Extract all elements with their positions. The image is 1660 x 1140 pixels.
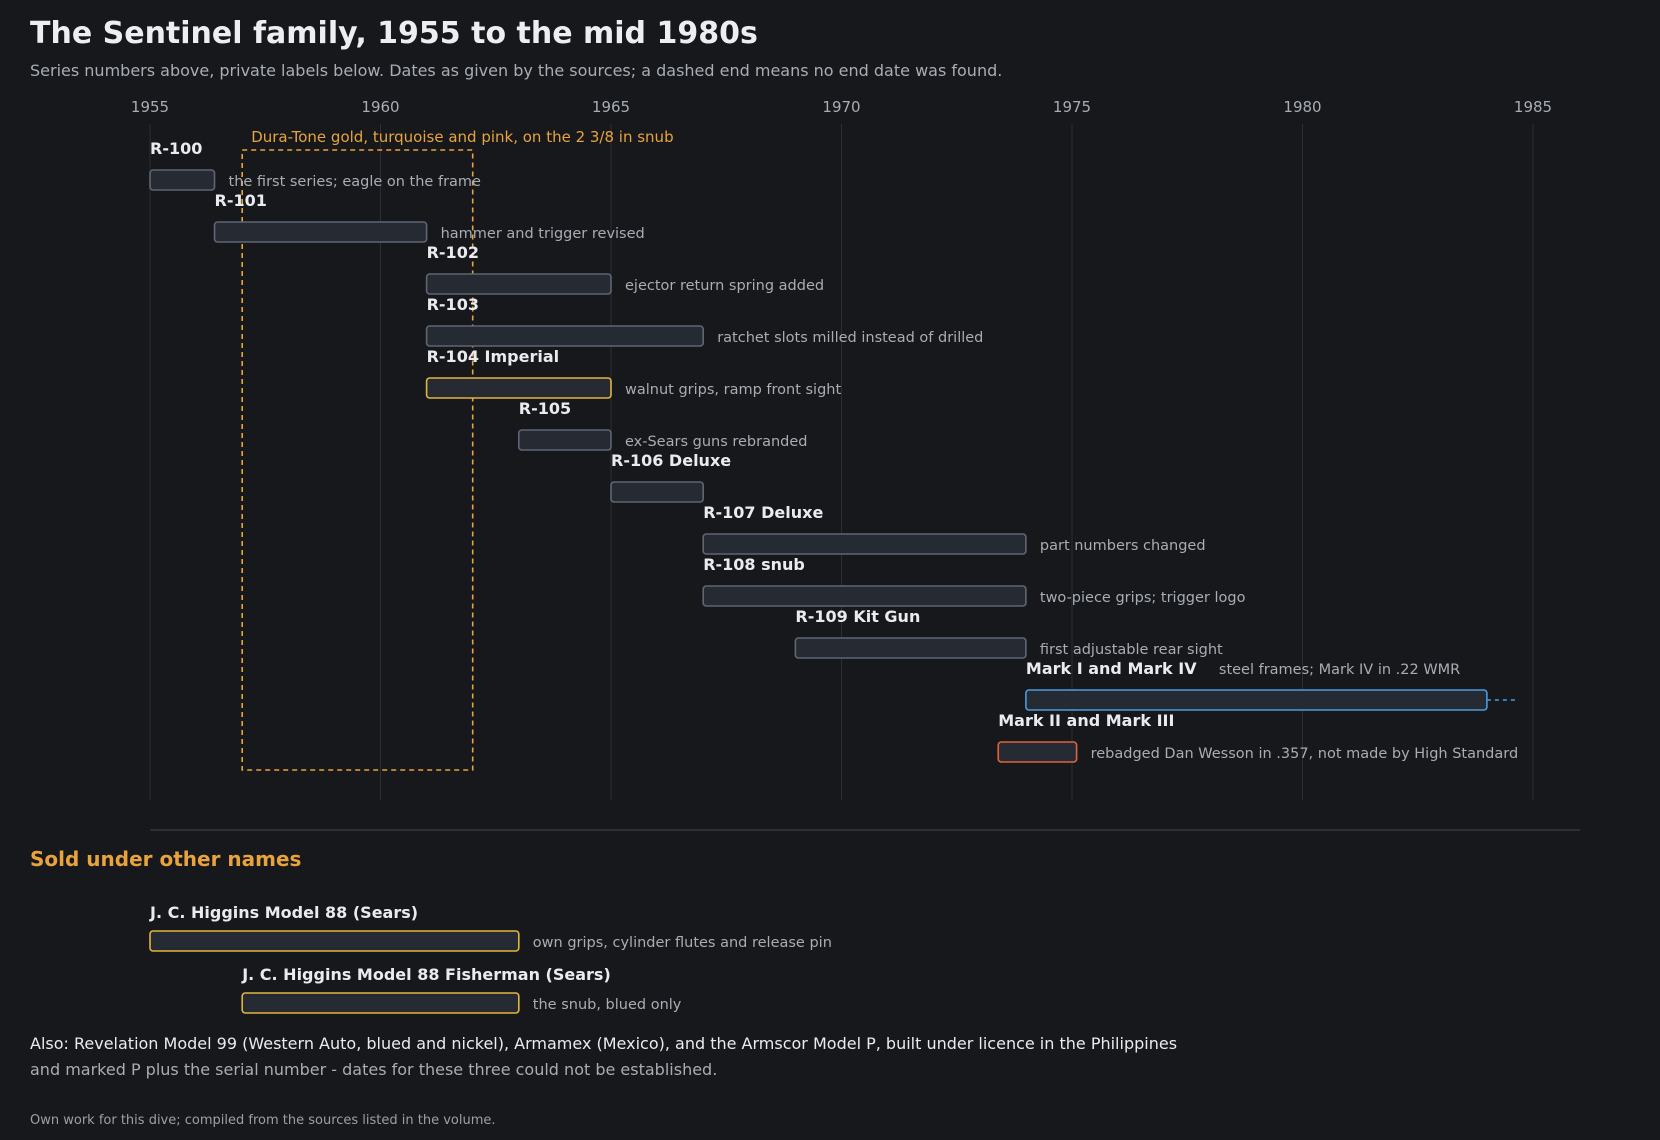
also-note-line-1: Also: Revelation Model 99 (Western Auto,… bbox=[30, 1034, 1178, 1053]
series-bar-mark-ii-and-mark-iii bbox=[997, 741, 1078, 763]
series-label-r-106-deluxe: R-106 Deluxe bbox=[611, 451, 731, 470]
series-note-r-107-deluxe: part numbers changed bbox=[1040, 538, 1206, 554]
series-note-r-102: ejector return spring added bbox=[625, 278, 824, 294]
also-note-line-2: and marked P plus the serial number - da… bbox=[30, 1060, 718, 1079]
series-bar-r-103 bbox=[425, 325, 705, 347]
other-bar-other-0 bbox=[149, 930, 520, 952]
series-label-mark-i-and-mark-iv: Mark I and Mark IV bbox=[1026, 659, 1197, 678]
series-label-r-104-imperial: R-104 Imperial bbox=[427, 347, 560, 366]
series-note-r-104-imperial: walnut grips, ramp front sight bbox=[625, 382, 841, 398]
series-bar-r-100 bbox=[149, 169, 216, 191]
highlight-span-box bbox=[241, 149, 474, 771]
series-label-r-107-deluxe: R-107 Deluxe bbox=[703, 503, 823, 522]
x-tick-label-1965: 1965 bbox=[592, 98, 630, 116]
series-bar-r-108-snub bbox=[702, 585, 1027, 607]
x-tick-label-1985: 1985 bbox=[1514, 98, 1552, 116]
x-tick-label-1960: 1960 bbox=[361, 98, 399, 116]
series-note-r-100: the first series; eagle on the frame bbox=[229, 174, 482, 190]
other-bar-other-1 bbox=[241, 992, 520, 1014]
footer-credit: Own work for this dive; compiled from th… bbox=[30, 1113, 496, 1128]
series-label-r-109-kit-gun: R-109 Kit Gun bbox=[795, 607, 920, 626]
highlight-span-label: Dura-Tone gold, turquoise and pink, on t… bbox=[251, 128, 673, 146]
series-bar-r-104-imperial bbox=[425, 377, 612, 399]
series-label-r-102: R-102 bbox=[427, 243, 479, 262]
series-label-r-103: R-103 bbox=[427, 295, 479, 314]
series-note-mark-ii-and-mark-iii: rebadged Dan Wesson in .357, not made by… bbox=[1091, 746, 1519, 762]
page-subtitle: Series numbers above, private labels bel… bbox=[30, 61, 1003, 80]
series-note-mark-i-and-mark-iv: steel frames; Mark IV in .22 WMR bbox=[1219, 662, 1460, 678]
also-note: Also: Revelation Model 99 (Western Auto,… bbox=[30, 1031, 1177, 1083]
series-bar-r-109-kit-gun bbox=[794, 637, 1027, 659]
other-label-other-1: J. C. Higgins Model 88 Fisherman (Sears) bbox=[241, 965, 611, 984]
series-label-r-100: R-100 bbox=[150, 139, 202, 158]
series-note-r-109-kit-gun: first adjustable rear sight bbox=[1040, 642, 1223, 658]
series-bar-r-101 bbox=[213, 221, 428, 243]
x-tick-label-1970: 1970 bbox=[822, 98, 860, 116]
series-label-mark-ii-and-mark-iii: Mark II and Mark III bbox=[998, 711, 1174, 730]
page-title: The Sentinel family, 1955 to the mid 198… bbox=[30, 16, 758, 51]
series-bar-r-106-deluxe bbox=[610, 481, 704, 503]
series-bar-r-107-deluxe bbox=[702, 533, 1027, 555]
x-tick-label-1975: 1975 bbox=[1053, 98, 1091, 116]
series-label-r-105: R-105 bbox=[519, 399, 571, 418]
x-tick-label-1955: 1955 bbox=[131, 98, 169, 116]
other-note-other-0: own grips, cylinder flutes and release p… bbox=[533, 935, 832, 951]
other-note-other-1: the snub, blued only bbox=[533, 997, 682, 1013]
series-note-r-101: hammer and trigger revised bbox=[441, 226, 645, 242]
series-note-r-103: ratchet slots milled instead of drilled bbox=[717, 330, 983, 346]
series-note-r-105: ex-Sears guns rebranded bbox=[625, 434, 808, 450]
series-label-r-101: R-101 bbox=[215, 191, 267, 210]
other-label-other-0: J. C. Higgins Model 88 (Sears) bbox=[149, 903, 418, 922]
series-bar-mark-i-and-mark-iv bbox=[1025, 689, 1488, 711]
series-bar-r-102 bbox=[425, 273, 612, 295]
other-names-heading: Sold under other names bbox=[30, 847, 302, 871]
x-tick-label-1980: 1980 bbox=[1283, 98, 1321, 116]
series-label-r-108-snub: R-108 snub bbox=[703, 555, 805, 574]
series-note-r-108-snub: two-piece grips; trigger logo bbox=[1040, 590, 1246, 606]
series-bar-r-105 bbox=[517, 429, 612, 451]
